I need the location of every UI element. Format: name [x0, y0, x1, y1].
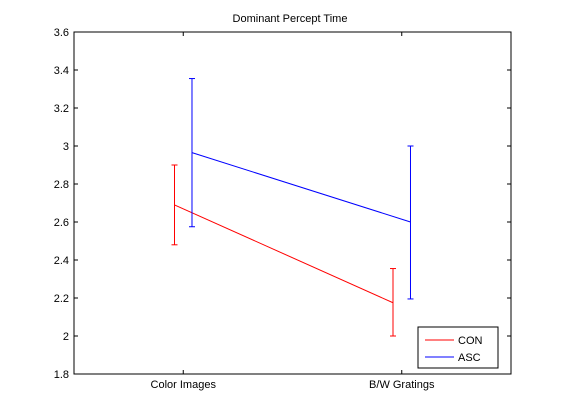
y-tick-label: 3: [63, 141, 69, 153]
y-tick-label: 2.2: [54, 293, 69, 305]
y-tick-label: 2.8: [54, 179, 69, 191]
axis-ticks: 1.8 2 2.2 2.4 2.6 2.8 3 3.2 3.4 3.6 Color Images B/…: [54, 27, 511, 391]
legend-box: [417, 326, 499, 369]
y-tick-label: 2: [63, 331, 69, 343]
series-layer: [171, 78, 414, 337]
x-tick-label: Color Images: [151, 379, 217, 391]
legend-label-asc: ASC: [458, 352, 481, 364]
chart-title: Dominant Percept Time: [233, 13, 348, 25]
y-tick-label: 2.6: [54, 217, 69, 229]
y-tick-label: 3.6: [54, 27, 69, 39]
series-line-asc: [191, 152, 411, 223]
y-tick-label: 1.8: [54, 369, 69, 381]
y-tick-label: 3.4: [54, 65, 69, 77]
legend-label-con: CON: [458, 335, 483, 347]
plot-frame: [73, 31, 512, 375]
legend: CON ASC: [417, 326, 499, 369]
y-tick-label: 3.2: [54, 103, 69, 115]
y-tick-label: 2.4: [54, 255, 69, 267]
series-line-con: [174, 204, 394, 304]
x-tick-label: B/W Gratings: [369, 379, 435, 391]
